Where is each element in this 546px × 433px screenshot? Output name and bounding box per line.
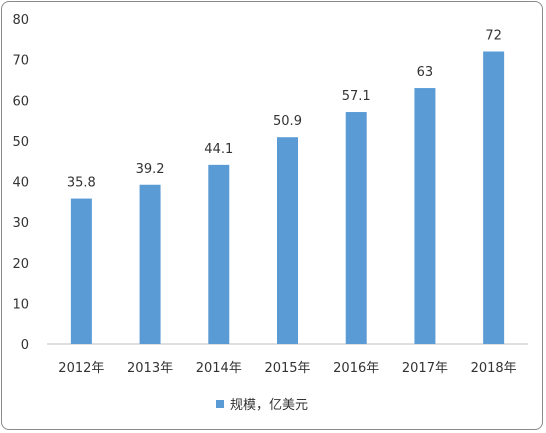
y-tick-label: 80: [12, 13, 29, 28]
bar: [70, 198, 92, 344]
y-axis: 0 10 20 30 40 50 60 70 80: [12, 13, 29, 353]
bar: [277, 137, 298, 344]
legend: 规模，亿美元: [216, 398, 308, 413]
bar-value-label: 50.9: [273, 114, 302, 129]
legend-swatch: [216, 400, 224, 408]
bar: [139, 184, 161, 344]
legend-label: 规模，亿美元: [230, 398, 308, 413]
y-tick-label: 10: [12, 297, 29, 312]
bar-series: [70, 51, 505, 344]
bar-value-label: 39.2: [136, 162, 165, 177]
y-tick-label: 60: [12, 94, 29, 109]
x-tick-label: 2015年: [264, 361, 310, 376]
bar-value-label: 72: [485, 29, 502, 44]
x-tick-label: 2012年: [58, 361, 104, 376]
x-tick-label: 2016年: [333, 361, 379, 376]
x-tick-label: 2018年: [471, 361, 517, 376]
x-tick-label: 2017年: [402, 361, 448, 376]
bar-value-label: 57.1: [342, 89, 371, 104]
y-tick-label: 0: [21, 338, 29, 353]
x-axis: 2012年 2013年 2014年 2015年 2016年 2017年 2018年: [47, 343, 528, 376]
y-tick-label: 30: [12, 216, 29, 231]
bar: [483, 51, 505, 344]
x-tick-label: 2014年: [196, 361, 242, 376]
bar: [414, 88, 436, 344]
data-labels: 35.8 39.2 44.1 50.9 57.1 63 72: [67, 29, 502, 191]
bar-value-label: 35.8: [67, 176, 96, 191]
bar-value-label: 63: [417, 65, 434, 80]
y-tick-label: 20: [12, 257, 29, 272]
y-tick-label: 70: [12, 54, 29, 69]
y-tick-label: 50: [12, 135, 29, 150]
bar-value-label: 44.1: [204, 142, 233, 157]
x-tick-label: 2013年: [127, 361, 173, 376]
bar: [208, 164, 230, 344]
bar: [345, 112, 367, 344]
y-tick-label: 40: [12, 176, 29, 191]
